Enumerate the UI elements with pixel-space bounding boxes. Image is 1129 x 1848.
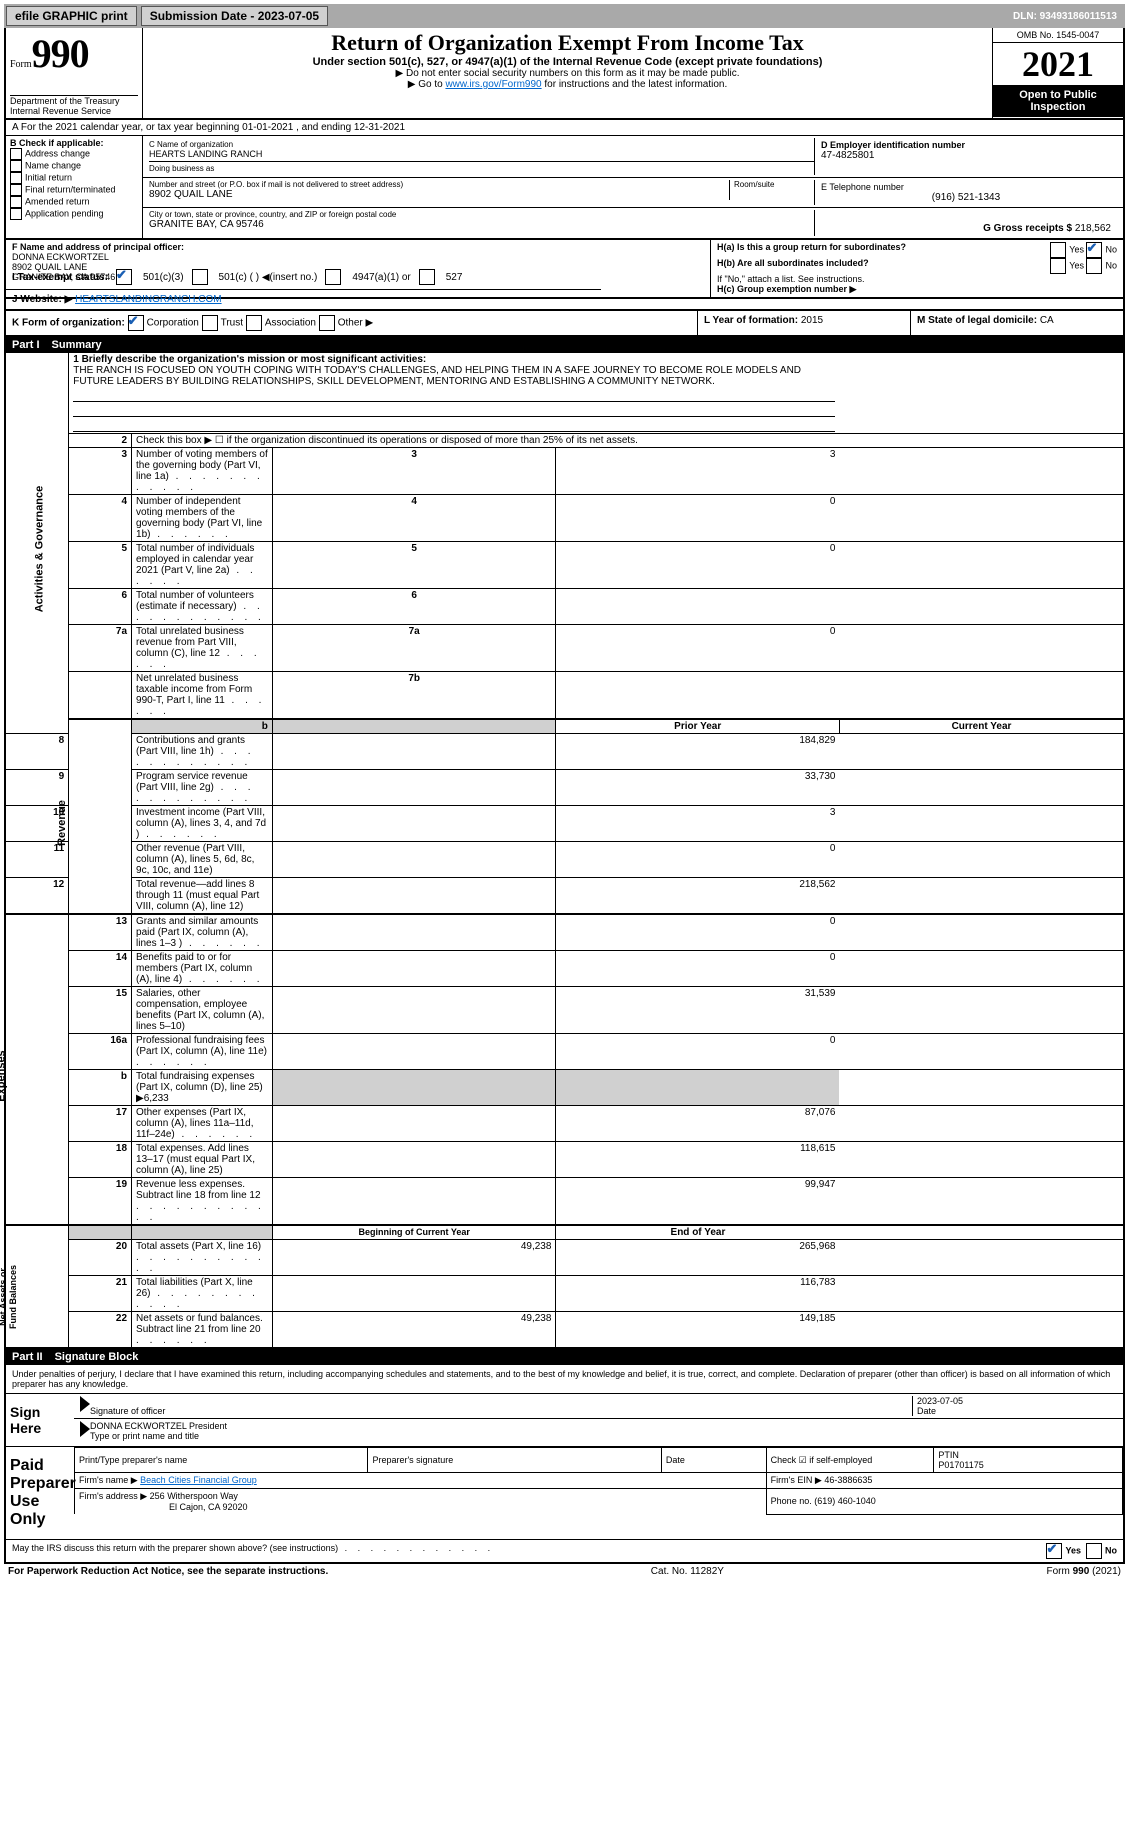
c-name: HEARTS LANDING RANCH (149, 149, 814, 159)
c-dba-label: Doing business as (149, 164, 814, 173)
form-title: Return of Organization Exempt From Incom… (149, 30, 986, 56)
b-item-5: Application pending (10, 208, 138, 220)
block-bc: B Check if applicable: Address change Na… (4, 136, 1125, 240)
dln-label: DLN: 93493186011513 (1013, 11, 1123, 22)
signature-block: Under penalties of perjury, I declare th… (4, 1365, 1125, 1564)
b-label: B Check if applicable: (10, 138, 138, 148)
c-city-label: City or town, state or province, country… (149, 210, 814, 219)
form-note-1: ▶ Do not enter social security numbers o… (149, 68, 986, 79)
row-j: I Tax-exempt status: J Website: ▶ HEARTS… (4, 290, 1125, 311)
summary-table: Activities & Governance 1 Briefly descri… (4, 353, 1125, 1349)
firm-link[interactable]: Beach Cities Financial Group (140, 1475, 257, 1485)
c-street-label: Number and street (or P.O. box if mail i… (149, 180, 729, 189)
dept-label: Department of the Treasury Internal Reve… (10, 95, 138, 116)
g-value: 218,562 (1075, 223, 1111, 234)
side-exp: Expenses (0, 1050, 8, 1101)
declaration: Under penalties of perjury, I declare th… (6, 1365, 1123, 1394)
form-number: 990 (32, 31, 89, 76)
arrow-icon (80, 1396, 90, 1412)
side-ag: Activities & Governance (33, 486, 45, 613)
preparer-table: Print/Type preparer's name Preparer's si… (74, 1447, 1123, 1515)
tax-year: 2021 (993, 43, 1123, 85)
line1-label: 1 Briefly describe the organization's mi… (73, 354, 835, 365)
ha-label: H(a) Is this a group return for subordin… (717, 242, 906, 258)
part1-header: Part I Summary (4, 337, 1125, 353)
e-value: (916) 521-1343 (821, 192, 1111, 203)
form-subtitle: Under section 501(c), 527, or 4947(a)(1)… (149, 56, 986, 68)
k-label: K Form of organization: (12, 318, 125, 329)
row-i: I Tax-exempt status: 501(c)(3) 501(c) ( … (4, 265, 601, 290)
omb-label: OMB No. 1545-0047 (993, 28, 1123, 43)
form-note-2a: ▶ Go to (408, 79, 446, 90)
b-item-0: Address change (10, 148, 138, 160)
row-a: A For the 2021 calendar year, or tax yea… (4, 120, 1125, 136)
f-name: DONNA ECKWORTZEL (12, 252, 704, 262)
irs-link[interactable]: www.irs.gov/Form990 (445, 79, 541, 90)
row-klm: K Form of organization: Corporation Trus… (4, 311, 1125, 337)
f-label: F Name and address of principal officer: (12, 242, 704, 252)
top-toolbar: efile GRAPHIC print Submission Date - 20… (4, 4, 1125, 28)
e-label: E Telephone number (821, 182, 1111, 192)
footer-mid: Cat. No. 11282Y (651, 1566, 724, 1577)
b-item-1: Name change (10, 160, 138, 172)
b-item-3: Final return/terminated (10, 184, 138, 196)
inspection-label: Open to Public Inspection (993, 85, 1123, 117)
form-header: Form990 Department of the Treasury Inter… (4, 28, 1125, 120)
form-prefix: Form (10, 59, 32, 70)
mission-text: THE RANCH IS FOCUSED ON YOUTH COPING WIT… (73, 365, 835, 387)
paid-preparer: Paid Preparer Use Only (6, 1447, 74, 1539)
d-label: D Employer identification number (821, 140, 1111, 150)
c-city: GRANITE BAY, CA 95746 (149, 219, 814, 230)
c-street: 8902 QUAIL LANE (149, 189, 729, 200)
discuss-label: May the IRS discuss this return with the… (12, 1543, 494, 1559)
footer-left: For Paperwork Reduction Act Notice, see … (8, 1566, 328, 1577)
c-room-label: Room/suite (729, 180, 814, 200)
sign-here: Sign Here (6, 1394, 74, 1446)
side-rev: Revenue (56, 800, 68, 846)
footer: For Paperwork Reduction Act Notice, see … (4, 1564, 1125, 1579)
form-note-2b: for instructions and the latest informat… (542, 79, 728, 90)
efile-button[interactable]: efile GRAPHIC print (6, 6, 137, 26)
part2-header: Part II Signature Block (4, 1349, 1125, 1365)
arrow-icon (80, 1421, 90, 1437)
side-net: Net Assets or Fund Balances (0, 1264, 18, 1328)
i-label: I Tax-exempt status: (12, 272, 108, 283)
footer-right: Form 990 (2021) (1047, 1566, 1121, 1577)
c-name-label: C Name of organization (149, 140, 814, 149)
hb-label: H(b) Are all subordinates included? (717, 258, 869, 274)
b-item-4: Amended return (10, 196, 138, 208)
website-link[interactable]: HEARTSLANDINGRANCH.COM (75, 294, 222, 305)
hb-note: If "No," attach a list. See instructions… (717, 274, 1117, 284)
line2: Check this box ▶ ☐ if the organization d… (132, 434, 840, 448)
g-label: G Gross receipts $ (983, 223, 1072, 234)
b-item-2: Initial return (10, 172, 138, 184)
submission-date-button[interactable]: Submission Date - 2023-07-05 (141, 6, 328, 26)
d-value: 47-4825801 (821, 150, 1111, 161)
